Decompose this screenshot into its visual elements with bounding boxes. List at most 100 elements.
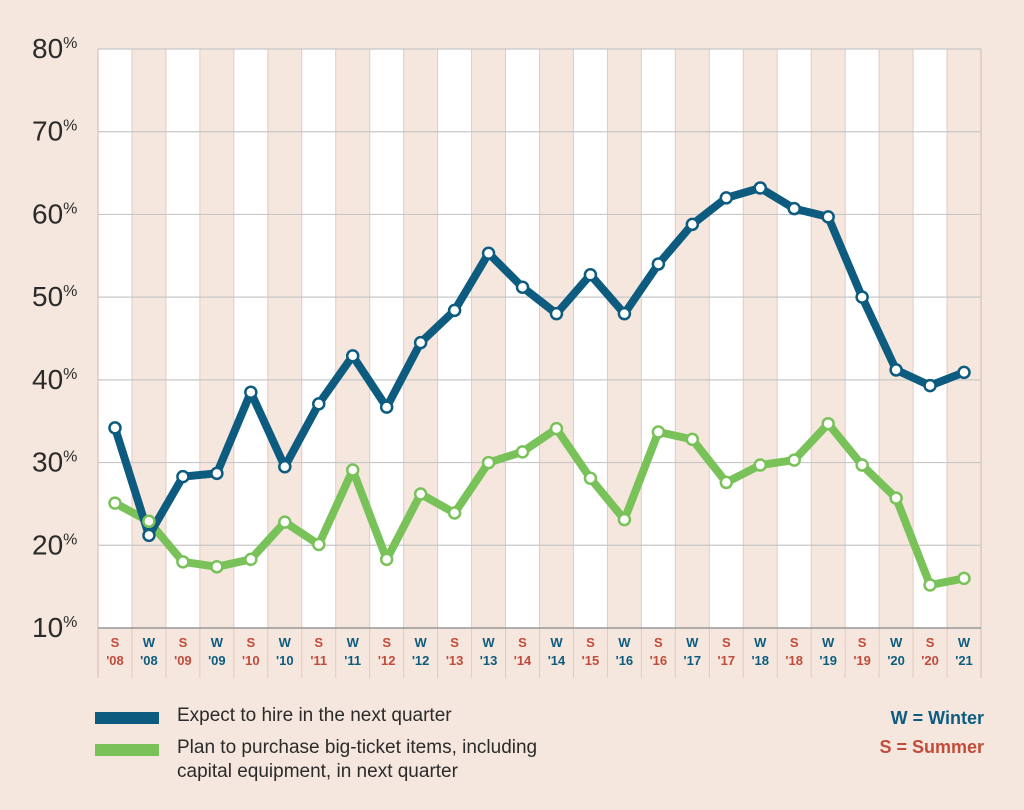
column-band	[98, 49, 132, 628]
x-tick-season: S	[926, 635, 935, 650]
data-point-hire	[651, 257, 666, 271]
x-tick-season: S	[654, 635, 663, 650]
x-tick-season: W	[143, 635, 156, 650]
data-point-hire	[923, 378, 937, 393]
x-tick-season: S	[246, 635, 255, 650]
data-point-purchase	[108, 496, 122, 510]
data-point-hire	[855, 290, 869, 304]
x-tick-year: '10	[276, 653, 294, 668]
column-band	[437, 49, 472, 628]
data-point-hire	[889, 363, 903, 377]
data-point-hire	[719, 191, 734, 205]
x-tick-year: '14	[548, 653, 566, 668]
data-point-purchase	[345, 463, 360, 477]
legend-swatch-hire	[95, 712, 159, 724]
x-tick-year: '14	[514, 653, 532, 668]
column-band	[913, 49, 948, 628]
y-tick-label: 80%	[32, 33, 77, 64]
x-tick-year: '13	[480, 653, 498, 668]
legend-item-hire: Expect to hire in the next quarter	[95, 704, 452, 728]
data-point-purchase	[447, 506, 462, 520]
x-tick-season: S	[858, 635, 867, 650]
data-point-purchase	[549, 421, 564, 436]
x-tick-year: '19	[819, 653, 837, 668]
x-tick-year: '12	[412, 653, 430, 668]
column-band	[743, 49, 778, 628]
x-tick-year: '13	[446, 653, 464, 668]
data-point-hire	[210, 466, 224, 481]
x-tick-season: S	[382, 635, 391, 650]
x-tick-season: W	[279, 635, 292, 650]
data-point-hire	[345, 349, 360, 363]
x-tick-year: '11	[344, 653, 361, 668]
data-point-purchase	[142, 514, 156, 529]
column-band	[165, 49, 200, 628]
x-tick-season: W	[686, 635, 699, 650]
data-point-purchase	[719, 475, 734, 490]
x-tick-season: W	[958, 635, 971, 650]
column-bands	[97, 49, 982, 678]
data-point-hire	[787, 201, 801, 216]
x-tick-season: W	[211, 635, 224, 650]
data-point-hire	[549, 306, 564, 321]
column-band	[947, 49, 981, 628]
x-tick-year: '19	[853, 653, 871, 668]
data-point-purchase	[379, 552, 394, 567]
x-tick-year: '10	[242, 653, 260, 668]
x-tick-year: '09	[208, 653, 226, 668]
x-tick-season: W	[618, 635, 631, 650]
legend-label-purchase: Plan to purchase big-ticket items, inclu…	[177, 736, 537, 784]
legend-label-purchase-line2: capital equipment, in next quarter	[177, 761, 458, 782]
x-tick-season: W	[822, 635, 835, 650]
data-point-purchase	[889, 491, 903, 505]
data-point-purchase	[855, 458, 869, 472]
column-band	[845, 49, 880, 628]
data-point-purchase	[176, 555, 190, 569]
column-band	[505, 49, 540, 628]
legend-label-hire: Expect to hire in the next quarter	[177, 705, 452, 726]
x-tick-year: '17	[718, 653, 736, 668]
data-point-purchase	[413, 487, 428, 501]
data-point-hire	[447, 303, 462, 318]
x-tick-year: '18	[785, 653, 803, 668]
column-band	[675, 49, 710, 628]
data-point-hire	[583, 268, 598, 282]
x-tick-year: '08	[106, 653, 124, 668]
x-tick-season: W	[482, 635, 495, 650]
data-point-purchase	[651, 425, 666, 439]
column-band	[539, 49, 574, 628]
x-tick-season: S	[518, 635, 527, 650]
data-point-purchase	[923, 578, 937, 592]
data-point-purchase	[515, 445, 530, 459]
data-point-purchase	[210, 560, 224, 574]
x-tick-season: W	[890, 635, 903, 650]
x-tick-year: '11	[310, 653, 327, 668]
x-tick-year: '08	[140, 653, 158, 668]
data-point-purchase	[685, 432, 700, 447]
x-tick-season: W	[414, 635, 427, 650]
data-point-hire	[108, 421, 122, 435]
data-point-hire	[278, 459, 292, 474]
x-tick-season: S	[586, 635, 595, 650]
chart-svg: 10% 20% 30% 40% 50% 60% 70% 80% S '08 W '08 S '09 W '0…	[32, 33, 982, 678]
y-tick-label: 70%	[32, 116, 77, 147]
data-point-purchase	[821, 416, 835, 431]
y-tick-label: 40%	[32, 364, 77, 395]
data-point-hire	[617, 306, 632, 321]
legend-label-purchase-line1: Plan to purchase big-ticket items, inclu…	[177, 737, 538, 758]
y-tick-label: 10%	[32, 612, 77, 643]
column-band	[811, 49, 846, 628]
x-tick-year: '21	[955, 653, 973, 668]
column-band	[641, 49, 676, 628]
series-points	[108, 181, 971, 592]
data-point-hire	[481, 246, 496, 261]
y-tick-label: 20%	[32, 529, 77, 560]
key-summer: S = Summer	[879, 737, 984, 757]
x-tick-year: '17	[684, 653, 702, 668]
column-band	[777, 49, 812, 628]
data-point-purchase	[957, 571, 971, 586]
key-winter: W = Winter	[890, 708, 984, 728]
x-tick-year: '16	[650, 653, 668, 668]
x-tick-year: '12	[378, 653, 396, 668]
